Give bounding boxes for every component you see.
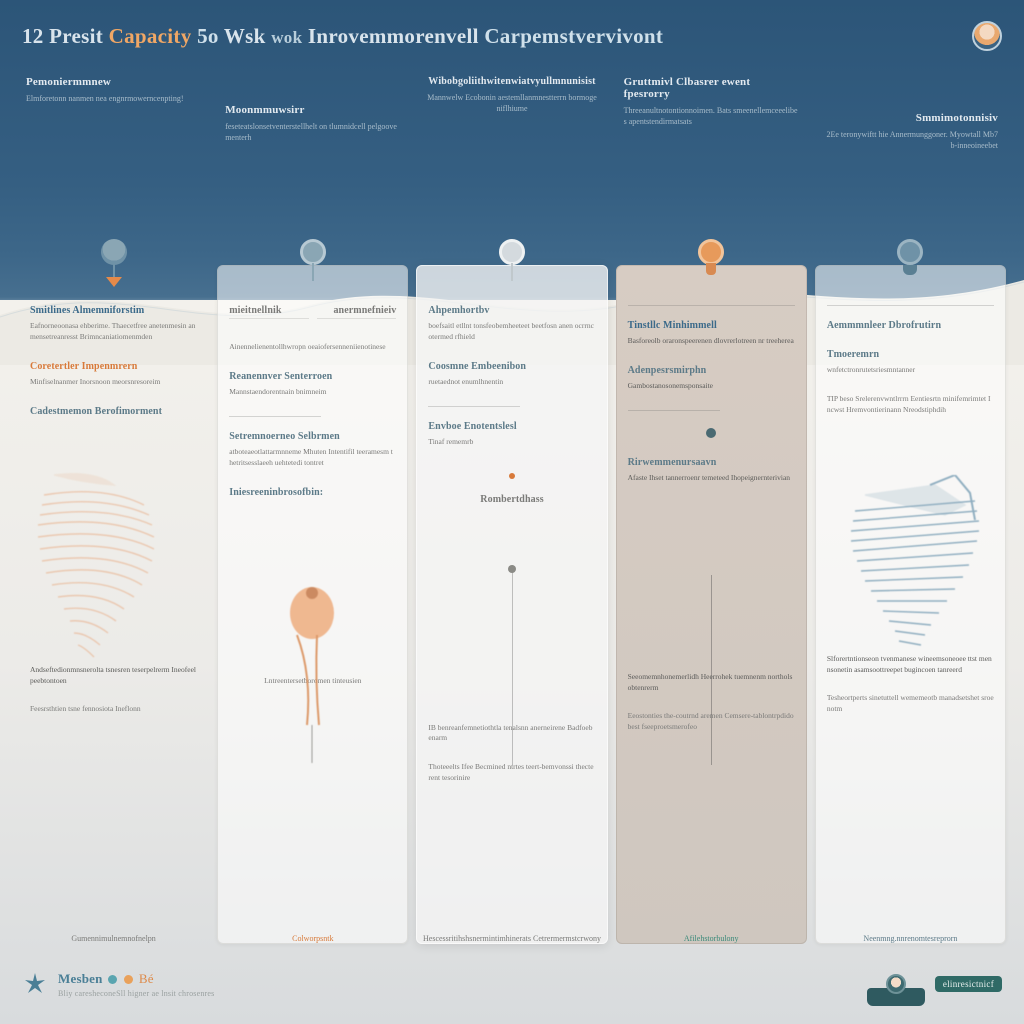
section-body: wnfetctronrutetsriesmntanner (827, 365, 994, 376)
caption: Gumennimulnemnofnelpn (18, 934, 209, 952)
col2-panel: mieitnellnik anermnefnieiv Ainennelienen… (217, 265, 408, 944)
dot-icon (124, 975, 133, 984)
avatar-icon (972, 21, 1002, 51)
section-title: Cadestmemon Berofimorment (30, 406, 197, 417)
column-1: Pemoniermmnew Elmforetonn nanmen nea eng… (18, 70, 209, 944)
section-body: Tinaf rememrb (428, 437, 595, 448)
divider (229, 416, 321, 417)
brand-text: Mesben Bé (58, 971, 215, 987)
col2-title: Moonmmuwsirr (225, 104, 400, 116)
col3-title: Wibobgoliithwitenwiatvyullmnunisist (424, 76, 599, 87)
section-title: Coretertler Impenmrern (30, 361, 197, 372)
footer: Mesben Bé Bliy caresheconeSll higner ae … (22, 958, 1002, 1010)
section-body: atboteaeotlattarmnneme Mhuten Intentifil… (229, 447, 396, 469)
column-4: Gruttmivl Clbasrer ewent fpesrorry Three… (616, 70, 807, 944)
section-title: Adenpesrsmirphn (628, 365, 795, 376)
pedestal-icon (867, 962, 925, 1006)
col3-header: Wibobgoliithwitenwiatvyullmnunisist Mann… (416, 70, 607, 265)
col5-title: Smmimotonnisiv (823, 112, 998, 124)
section-title: Reanennver Senterroen (229, 371, 396, 382)
pin-icon (694, 239, 728, 283)
section-body: boefsaitl etllnt tonsfeobemheeteet beetf… (428, 321, 595, 343)
section-title: Rombertdhass (428, 494, 595, 505)
decorative-line (711, 575, 712, 765)
section-body: Andseftedionmnsnerolta tsnesren teserpel… (30, 665, 197, 687)
footer-left: Mesben Bé Bliy caresheconeSll higner ae … (22, 971, 215, 998)
decorative-line (512, 565, 513, 765)
section-body: Basforeolb oraronspeerenen dlovrerlotree… (628, 336, 795, 347)
col4-panel: Tinstllc Minhimmell Basforeolb oraronspe… (616, 265, 807, 944)
pin-icon (495, 239, 529, 283)
col4-title: Gruttmivl Clbasrer ewent fpesrorry (624, 76, 799, 100)
divider (628, 410, 720, 411)
column-5: Smmimotonnisiv 2Ee teronywiftt hie Anner… (815, 70, 1006, 944)
col1-panel: Smitlines Almemniforstim Eafnorneoonasa … (18, 265, 209, 944)
section-body: Minfiselnanmer Inorsnoon meorsnresoreim (30, 377, 197, 388)
col4-header: Gruttmivl Clbasrer ewent fpesrorry Three… (616, 70, 807, 265)
col5-panel: Aemmmnleer Dbrofrutirn Tmoeremrn wnfetct… (815, 265, 1006, 944)
section-body: TIP beso Srelerenvwntlrrrn Eentiesrtn mi… (827, 394, 994, 416)
section-title: Tmoeremrn (827, 349, 994, 360)
divider (628, 305, 795, 306)
section-tag: anermnefnieiv (317, 305, 397, 319)
col4-sub: Threeanultnotontionnoimen. Bats smeenell… (624, 106, 799, 128)
section-body: Mannstaendorentnain bnimneim (229, 387, 396, 398)
caption: Colworpsntk (217, 934, 408, 952)
brand-star-icon (22, 971, 48, 997)
section-title: Rirwemmenursaavn (628, 457, 795, 468)
section-body: Ainennelienentollhwropn oeaiofersennenii… (229, 342, 396, 353)
section-title: Aemmmnleer Dbrofrutirn (827, 320, 994, 331)
col1-title: Pemoniermmnew (26, 76, 201, 88)
section-title: Setremnoerneo Selbrmen (229, 431, 396, 442)
section-body: ruetaednot enumlhnentin (428, 377, 595, 388)
pin-icon (97, 239, 131, 283)
dot-icon (508, 565, 516, 573)
column-3: Wibobgoliithwitenwiatvyullmnunisist Mann… (416, 70, 607, 944)
pin-icon (893, 239, 927, 283)
brand-sub: Bliy caresheconeSll higner ae lnsit chro… (58, 989, 215, 998)
section-title: Tinstllc Minhimmell (628, 320, 795, 331)
section-title: Smitlines Almemniforstim (30, 305, 197, 316)
section-body: Lntreentersetboromen tinteusien (229, 676, 396, 687)
col1-header: Pemoniermmnew Elmforetonn nanmen nea eng… (18, 70, 209, 265)
columns: Pemoniermmnew Elmforetonn nanmen nea eng… (18, 70, 1006, 944)
caption: Neenmng.nnrenomtesreprorn (815, 934, 1006, 952)
col1-sub: Elmforetonn nanmen nea engnrmowerncenpti… (26, 94, 201, 105)
section-body: Slforertntionseon tvenmanese wineemsoneo… (827, 654, 994, 676)
section-body: Tesheortperts sinetuttell wememeotb mana… (827, 693, 994, 715)
caption: Hescessritihshsnermintimhinerats Cetrerm… (416, 934, 607, 952)
section-body: Feesrsthtien tsne fennosiota Ineflonn (30, 704, 197, 715)
section-body: Thoteeelts Ifee Becmined ntrtes teert-be… (428, 762, 595, 784)
footer-right: elinresictnicf (867, 962, 1002, 1006)
title-row: 12 Presit Capacity 5o Wsk wok Inrovemmor… (22, 18, 1002, 54)
section-body: Afaste Ihset tannerroenr temeteed Ihopei… (628, 473, 795, 484)
pin-icon (296, 239, 330, 283)
page-title: 12 Presit Capacity 5o Wsk wok Inrovemmor… (22, 24, 663, 49)
column-2: Moonmmuwsirr feseteatslonsetventerstellh… (217, 70, 408, 944)
divider (827, 305, 994, 306)
col5-sub: 2Ee teronywiftt hie Annermunggoner. Myow… (823, 130, 998, 152)
section-title: mieitnellnik (229, 305, 309, 319)
section-title: Ahpemhortbv (428, 305, 595, 316)
section-title: Iniesreeninbrosofbin: (229, 487, 396, 498)
section-body: Gambostanosonemsponsaite (628, 381, 795, 392)
divider (428, 406, 520, 407)
col2-header: Moonmmuwsirr feseteatslonsetventerstellh… (217, 70, 408, 265)
col5-header: Smmimotonnisiv 2Ee teronywiftt hie Anner… (815, 70, 1006, 265)
section-body: Eafnorneoonasa ehberime. Thaecetfree ane… (30, 321, 197, 343)
col3-sub: Mannwelw Ecobonin aestemllanmnestterrn b… (424, 93, 599, 115)
col3-panel: Ahpemhortbv boefsaitl etllnt tonsfeobemh… (416, 265, 607, 944)
footer-chip: elinresictnicf (935, 976, 1002, 992)
caption-row: Gumennimulnemnofnelpn Colworpsntk Hesces… (18, 934, 1006, 952)
caption: Afilehstorbulony (616, 934, 807, 952)
section-title: Coosmne Embeenibon (428, 361, 595, 372)
section-title: Envboe Enotentslesl (428, 421, 595, 432)
dot-icon (108, 975, 117, 984)
col2-sub: feseteatslonsetventerstellhelt on tlumni… (225, 122, 400, 144)
